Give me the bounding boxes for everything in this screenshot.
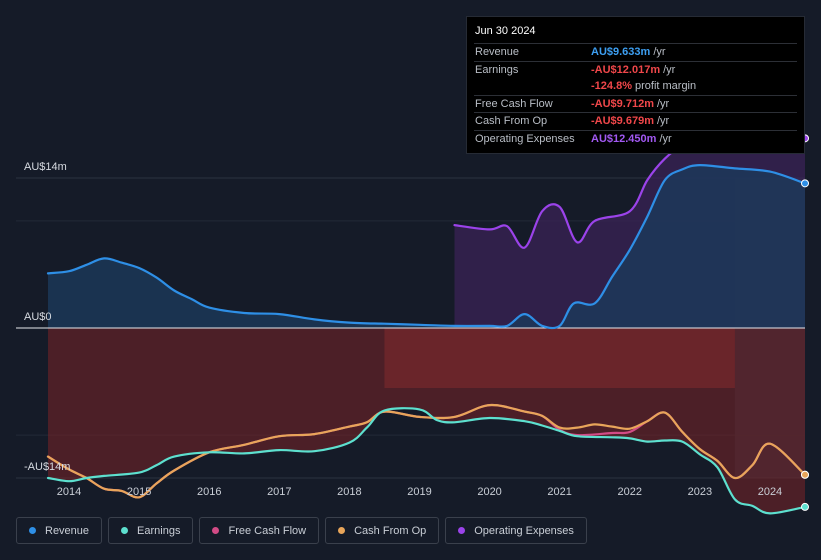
tooltip-row-value: -AU$9.679m [591,115,654,128]
x-tick-label-2024: 2024 [758,486,782,498]
tooltip-row: Cash From Op -AU$9.679m/yr [474,112,797,130]
loss-highlight [384,328,735,388]
tooltip-rows: Revenue AU$9.633m/yr Earnings -AU$12.017m/y… [474,43,797,147]
legend-label: Earnings [137,524,181,537]
tooltip-date: Jun 30 2024 [475,25,536,37]
revenue-area [48,165,805,329]
tooltip-row-value: AU$12.450m [591,132,657,145]
tooltip-row-unit: /yr [653,46,666,59]
tooltip-row-value: -AU$9.712m [591,97,654,110]
y-axis-label-top: AU$14m [24,161,67,173]
tooltip-row-unit: /yr [656,115,670,128]
cash-from-op-end-marker [801,470,809,479]
x-tick-label-2019: 2019 [407,486,431,498]
tooltip-row-value: -124.8% [591,80,632,93]
earnings-area [48,328,805,514]
legend-label: Cash From Op [354,524,427,537]
tooltip-row-value: AU$9.633m [591,46,651,59]
legend: Revenue Earnings Free Cash Flow Cash From O… [16,517,587,546]
legend-label: Free Cash Flow [228,524,307,537]
revenue-line [46,163,807,330]
legend-dot-icon [458,527,466,534]
legend-dot-icon [338,527,346,534]
revenue-end-marker [801,179,809,188]
tooltip-row: Operating Expenses AU$12.450m/yr [474,129,797,148]
legend-item-revenue[interactable]: Revenue [16,517,103,544]
y-axis-label-zero: AU$0 [24,311,52,323]
tooltip-row-unit: profit margin [634,80,697,93]
end-markers [801,134,809,511]
legend-dot-icon [29,527,36,534]
x-tick-label-2015: 2015 [127,486,151,498]
x-tick-label-2016: 2016 [197,486,221,498]
area-fills [16,138,805,514]
tooltip-row-unit: /yr [663,63,676,76]
tooltip-row-value: -AU$12.017m [591,63,661,76]
tooltip-row: Revenue AU$9.633m/yr [474,43,797,61]
legend-item-earnings[interactable]: Earnings [108,517,194,544]
earnings-end-marker [801,502,809,511]
tooltip-row-unit: /yr [656,97,670,110]
cash-from-op-line [46,403,807,499]
tooltip-row-unit: /yr [659,132,672,145]
x-tick-label-2020: 2020 [477,486,501,498]
tooltip-row-label: Free Cash Flow [475,97,553,110]
legend-dot-icon [212,527,220,534]
tooltip-row: Free Cash Flow -AU$9.712m/yr [474,94,797,113]
x-tick-label-2017: 2017 [267,486,291,498]
legend-dot-icon [121,527,129,534]
data-tooltip: Jun 30 2024 Revenue AU$9.633m/yr Earnings -… [466,16,805,154]
x-tick-label-2018: 2018 [337,486,361,498]
tooltip-row: Earnings -AU$12.017m/yr [474,60,797,79]
legend-item-operating-expenses[interactable]: Operating Expenses [445,517,587,544]
x-tick-label-2023: 2023 [688,486,712,498]
legend-item-cash-from-op[interactable]: Cash From Op [325,517,440,544]
legend-item-free-cash-flow[interactable]: Free Cash Flow [199,517,320,544]
series-lines [46,137,807,515]
x-tick-label-2021: 2021 [547,486,571,498]
tooltip-row: -124.8% profit margin [474,78,797,95]
tooltip-row-label: Earnings [475,63,519,76]
x-tick-label-2022: 2022 [618,486,642,498]
x-tick-label-2014: 2014 [57,486,81,498]
tooltip-row-label: Revenue [475,46,520,59]
earnings-line [46,407,807,515]
legend-label: Operating Expenses [474,524,574,537]
x-axis-ticks: 2014 2015 2016 2017 2018 2019 2020 2021 2022 2023… [57,486,782,498]
tooltip-row-label: Cash From Op [475,115,548,128]
tooltip-row-label: Operating Expenses [475,132,575,145]
legend-label: Revenue [45,524,90,537]
y-axis-label-bottom: -AU$14m [24,461,70,473]
